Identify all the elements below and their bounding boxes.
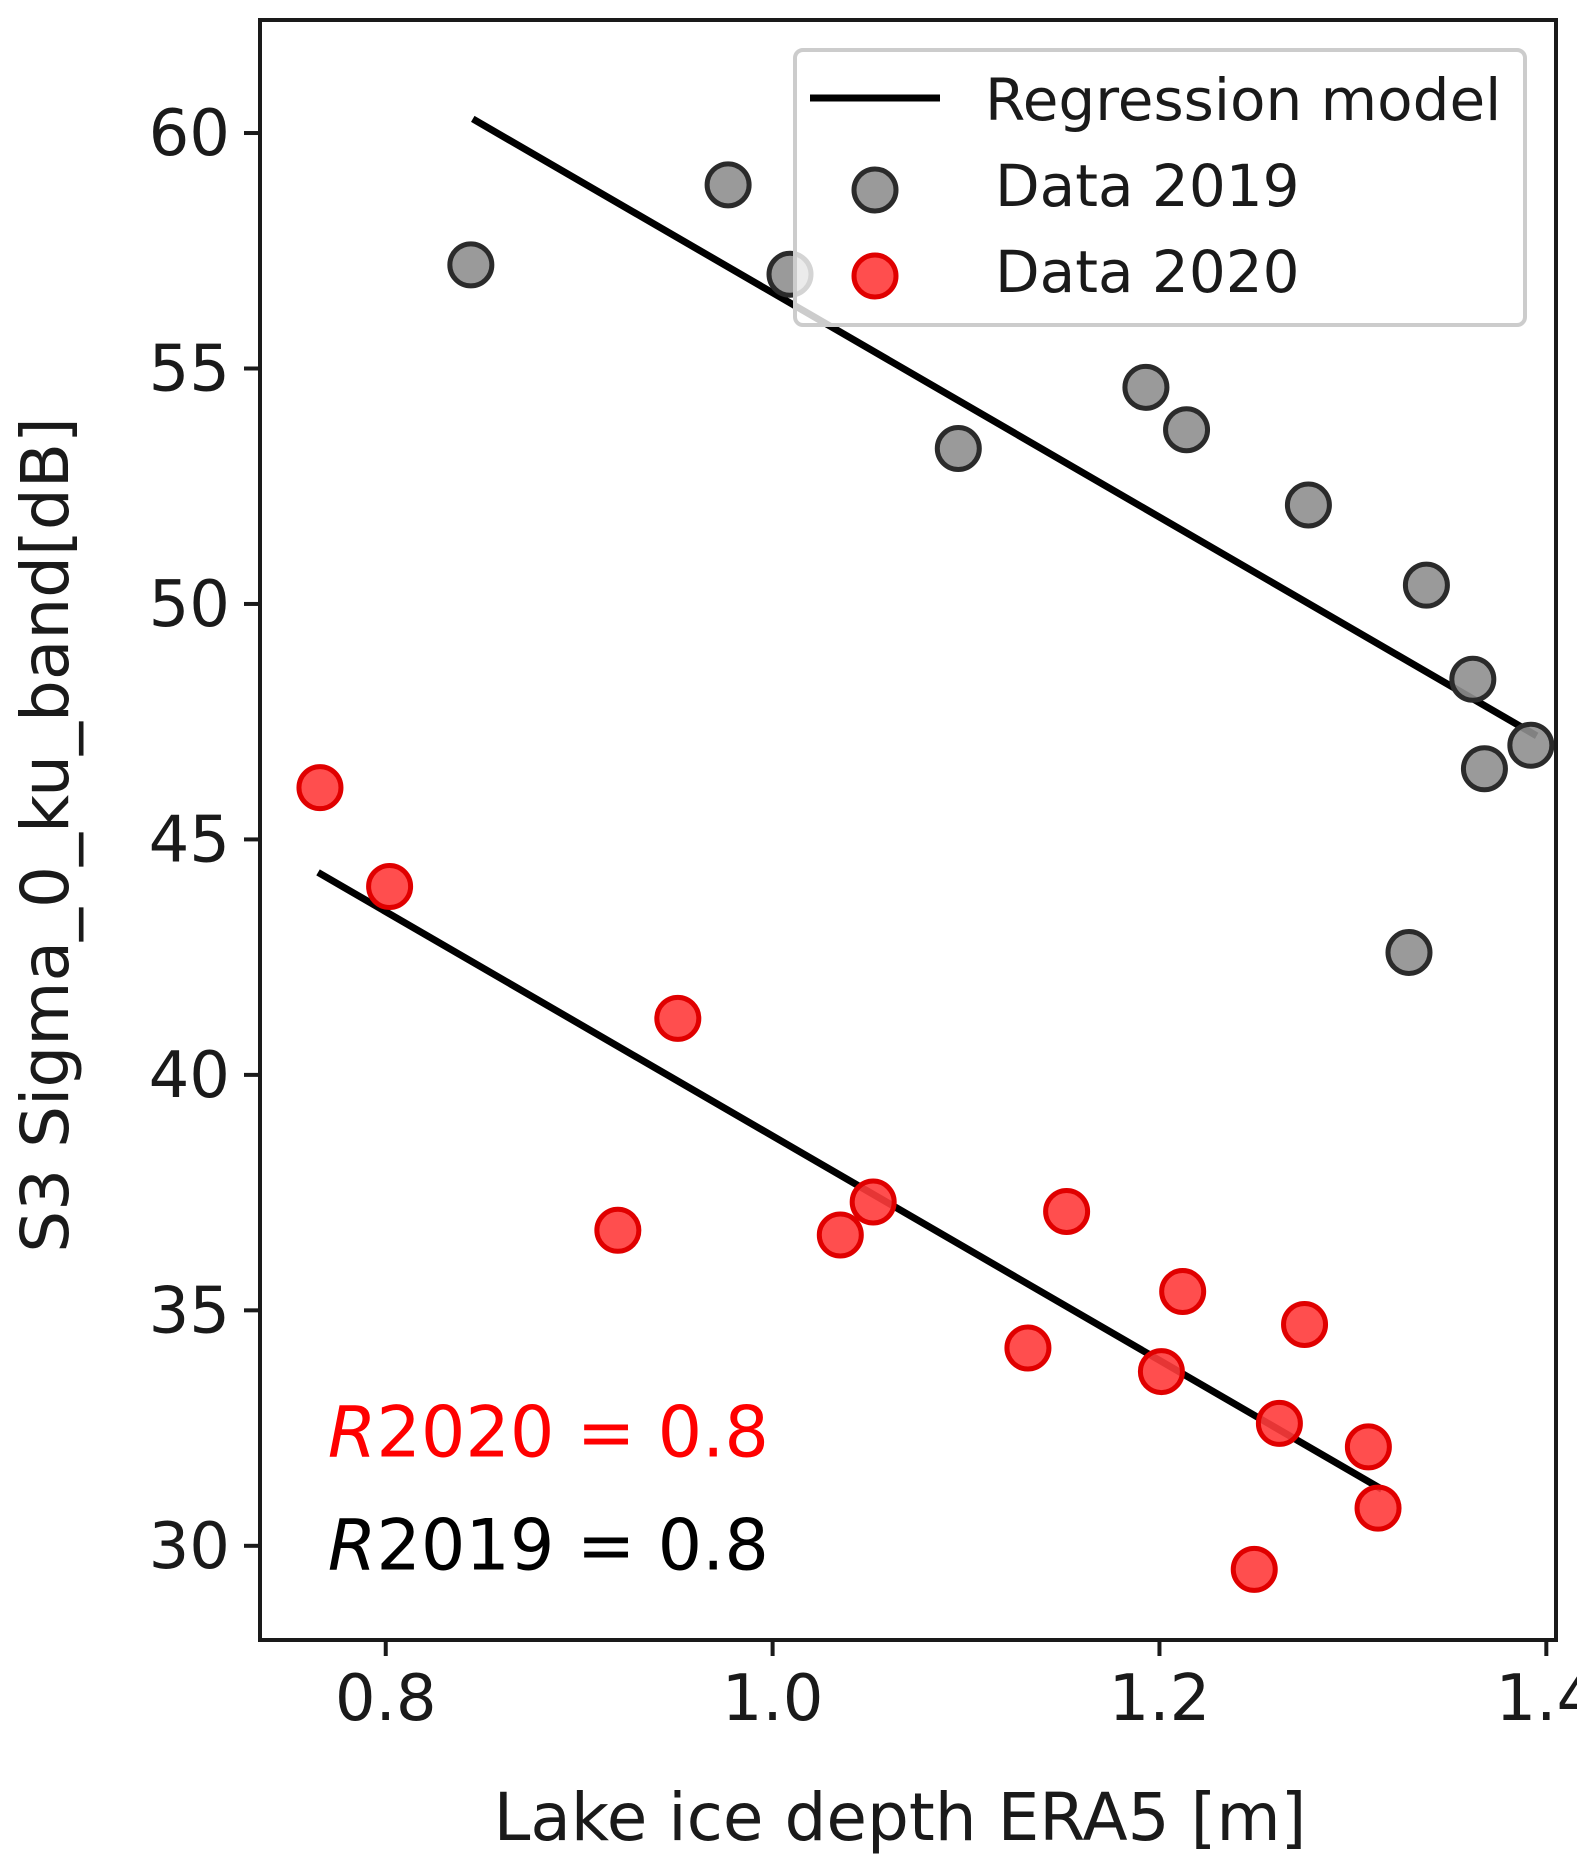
point-data-2019 <box>1402 561 1450 609</box>
point-data-2020 <box>1230 1545 1278 1593</box>
point-data-2020 <box>816 1211 864 1259</box>
point-data-2020 <box>1344 1423 1392 1471</box>
point-data-2019 <box>447 241 495 289</box>
annotation-variable: R <box>328 1391 377 1473</box>
legend-label: Data 2020 <box>995 238 1300 306</box>
annotation-variable: R <box>328 1504 377 1586</box>
point-data-2020 <box>1255 1399 1303 1447</box>
point-data-2019 <box>1122 363 1170 411</box>
regression-line-2019 <box>471 115 1539 739</box>
legend: Regression model Data 2019 Data 2020 <box>793 48 1527 327</box>
legend-label: Regression model <box>985 66 1501 134</box>
point-data-2020 <box>1004 1324 1052 1372</box>
point-data-2019 <box>934 425 982 473</box>
y-tick-label: 30 <box>149 1510 230 1584</box>
legend-marker-key <box>851 252 899 300</box>
point-data-2020 <box>1137 1348 1185 1396</box>
x-tick-label: 1.2 <box>1109 1662 1211 1736</box>
x-tick-label: 0.8 <box>335 1662 437 1736</box>
point-data-2020 <box>296 764 344 812</box>
regression-lines <box>316 115 1539 1493</box>
y-tick-label: 45 <box>149 803 230 877</box>
annotation-value: 2020 = 0.8 <box>376 1391 769 1473</box>
x-tick-label: 1.0 <box>722 1662 824 1736</box>
point-data-2019 <box>1507 721 1555 769</box>
point-data-2019 <box>1385 928 1433 976</box>
point-data-2020 <box>1354 1484 1402 1532</box>
y-axis-label: S3 Sigma_0_ku_band[dB] <box>7 417 84 1252</box>
legend-marker-key <box>851 166 899 214</box>
point-data-2020 <box>366 863 414 911</box>
y-tick-label: 35 <box>149 1274 230 1348</box>
point-data-2020 <box>654 994 702 1042</box>
point-data-2019 <box>704 161 752 209</box>
r-squared-annotation-2020: R2020 = 0.8 <box>328 1391 769 1473</box>
x-tick-label: 1.4 <box>1495 1662 1577 1736</box>
legend-label: Data 2019 <box>995 152 1300 220</box>
point-data-2020 <box>1159 1268 1207 1316</box>
point-data-2020 <box>849 1178 897 1226</box>
annotation-value: 2019 = 0.8 <box>376 1504 769 1586</box>
y-tick-label: 40 <box>149 1039 230 1113</box>
x-axis-label: Lake ice depth ERA5 [m] <box>494 1779 1307 1856</box>
point-data-2019 <box>1284 481 1332 529</box>
point-data-2019 <box>1449 655 1497 703</box>
regression-line-2020 <box>316 869 1384 1493</box>
axes-frame <box>258 18 1558 1642</box>
point-data-2020 <box>1281 1300 1329 1348</box>
y-tick-label: 55 <box>149 332 230 406</box>
point-data-2019 <box>1460 745 1508 793</box>
y-tick-label: 50 <box>149 568 230 642</box>
point-data-2019 <box>1163 406 1211 454</box>
y-tick-label: 60 <box>149 97 230 171</box>
axes: 0.8 1.0 1.2 1.4 30 35 40 45 50 55 60 <box>149 18 1577 1736</box>
legend-box <box>793 48 1527 327</box>
r-squared-annotation-2019: R2019 = 0.8 <box>328 1504 769 1586</box>
point-data-2020 <box>594 1206 642 1254</box>
point-data-2020 <box>1043 1187 1091 1235</box>
